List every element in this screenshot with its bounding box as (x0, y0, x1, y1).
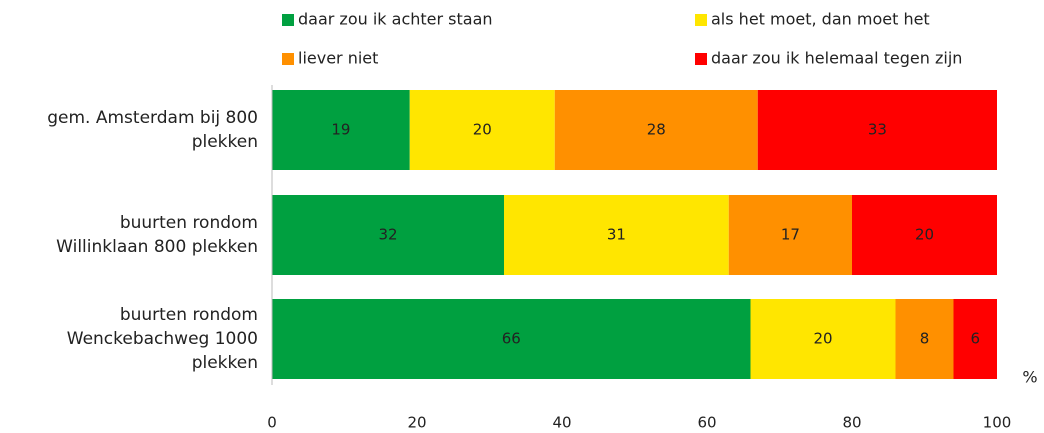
bar-segment (750, 299, 896, 379)
bar-segment (852, 195, 997, 275)
data-label: 33 (868, 121, 887, 139)
bar-segment (895, 299, 954, 379)
data-label: 19 (331, 121, 350, 139)
data-label: 31 (607, 226, 626, 244)
data-label: 20 (813, 330, 832, 348)
bar-segment (272, 90, 410, 170)
legend-label: daar zou ik achter staan (298, 10, 493, 29)
data-label: 28 (647, 121, 666, 139)
legend-swatch (282, 53, 294, 65)
x-tick-label: 60 (697, 414, 716, 432)
bar-segment (953, 299, 997, 379)
data-label: 32 (378, 226, 397, 244)
bar-segment (409, 90, 555, 170)
legend-swatch (282, 14, 294, 26)
x-tick-label: 80 (842, 414, 861, 432)
y-tick-label: gem. Amsterdam bij 800 plekken (47, 108, 258, 152)
legend-swatch (695, 14, 707, 26)
bar-segment (554, 90, 758, 170)
data-label: 20 (915, 226, 934, 244)
bar-segment (757, 90, 997, 170)
data-label: 17 (781, 226, 800, 244)
x-tick-label: 100 (983, 414, 1012, 432)
legend-label: als het moet, dan moet het (711, 10, 930, 29)
y-tick-label: buurten rondom Willinklaan 800 plekken (56, 213, 258, 257)
bar-segment (504, 195, 729, 275)
x-tick-label: 40 (552, 414, 571, 432)
x-unit: % (1022, 368, 1037, 387)
x-tick-label: 0 (267, 414, 277, 432)
data-label: 20 (473, 121, 492, 139)
bar-segment (272, 195, 504, 275)
y-tick-label: buurten rondom Wenckebachweg 1000 plekke… (66, 305, 258, 373)
data-label: 66 (502, 330, 521, 348)
legend-swatch (695, 53, 707, 65)
legend-label: liever niet (298, 49, 378, 68)
bar-segment (272, 299, 751, 379)
legend-label: daar zou ik helemaal tegen zijn (711, 49, 962, 68)
x-tick-label: 20 (407, 414, 426, 432)
data-label: 6 (970, 330, 980, 348)
bar-segment (728, 195, 852, 275)
data-label: 8 (920, 330, 930, 348)
